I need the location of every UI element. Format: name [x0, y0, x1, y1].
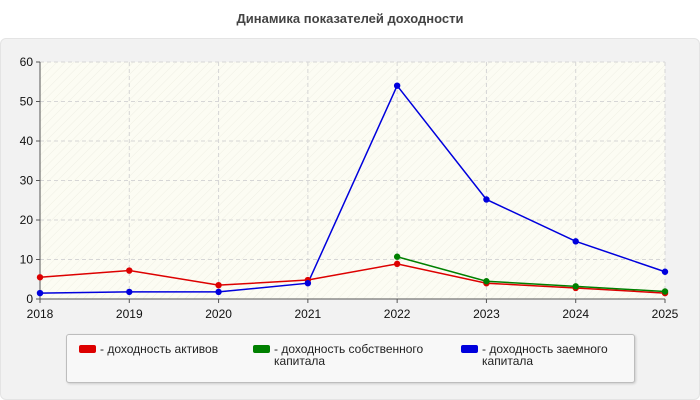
legend-swatch-debt	[461, 345, 478, 353]
x-tick-label: 2022	[384, 307, 411, 321]
legend-label-debt: - доходность заемного капитала	[482, 342, 608, 368]
axes	[36, 61, 666, 303]
y-tick-label: 40	[20, 134, 34, 148]
y-tick-label: 60	[20, 55, 34, 69]
data-point-0-0	[36, 274, 44, 281]
series-points	[36, 82, 669, 297]
data-point-1-7	[661, 288, 669, 295]
series-lines	[39, 84, 666, 294]
legend-swatch-assets	[79, 345, 96, 353]
data-point-2-7	[661, 268, 669, 275]
y-tick-label: 10	[20, 253, 34, 267]
chart-title: Динамика показателей доходности	[236, 11, 464, 26]
x-tick-label: 2025	[652, 307, 679, 321]
grid-lines	[40, 61, 666, 299]
legend-label-equity: - доходность собственного капитала	[274, 342, 424, 368]
x-tick-label: 2021	[295, 307, 322, 321]
x-tick-label: 2020	[205, 307, 232, 321]
series-line-2	[39, 84, 666, 294]
series-line-0	[39, 263, 666, 294]
data-point-1-4	[393, 253, 401, 260]
x-tick-label: 2024	[562, 307, 589, 321]
series-line-1	[396, 256, 666, 293]
data-point-0-4	[393, 260, 401, 268]
data-point-1-6	[572, 283, 579, 290]
data-point-2-4	[393, 82, 401, 89]
x-tick-label: 2023	[473, 307, 500, 321]
data-point-2-0	[36, 289, 44, 297]
tick-labels: 0 10 20 30 40 50 60 2018 2019 2020 2021 2022 2023 202…	[20, 55, 679, 321]
x-tick-label: 2018	[27, 307, 54, 321]
data-point-2-6	[572, 238, 579, 245]
y-tick-label: 50	[20, 95, 34, 109]
data-point-1-5	[483, 278, 490, 285]
data-point-0-2	[215, 281, 222, 289]
legend-label-assets: - доходность активов	[100, 342, 219, 356]
data-point-2-2	[215, 288, 222, 296]
data-point-2-5	[483, 196, 490, 203]
y-tick-label: 20	[20, 213, 34, 227]
chart-legend: - доходность активов - доходность собств…	[66, 334, 635, 383]
data-point-2-1	[126, 288, 133, 296]
x-tick-label: 2019	[116, 307, 143, 321]
y-tick-label: 30	[20, 174, 34, 188]
data-point-2-3	[304, 280, 312, 287]
data-point-0-1	[126, 267, 133, 274]
legend-swatch-equity	[253, 345, 270, 353]
y-tick-label: 0	[26, 292, 33, 306]
